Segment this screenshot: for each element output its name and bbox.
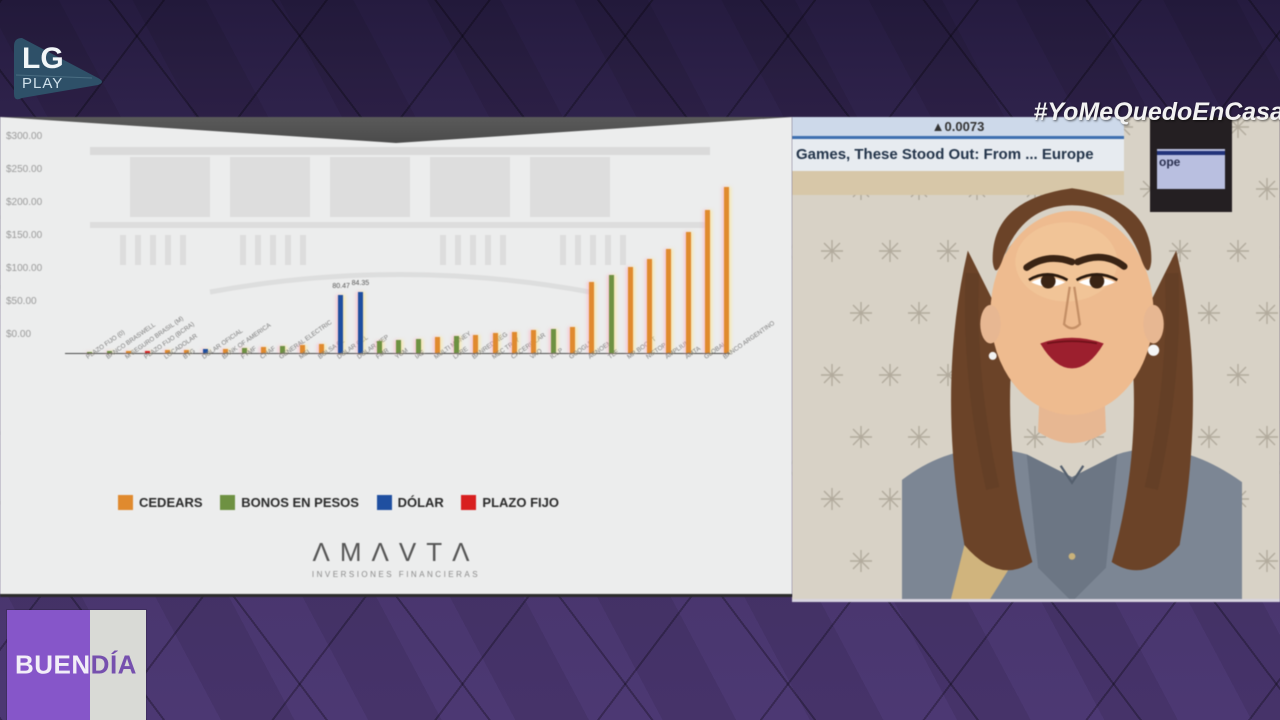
svg-text:PLAY: PLAY <box>22 75 63 92</box>
svg-text:LG: LG <box>22 42 64 75</box>
